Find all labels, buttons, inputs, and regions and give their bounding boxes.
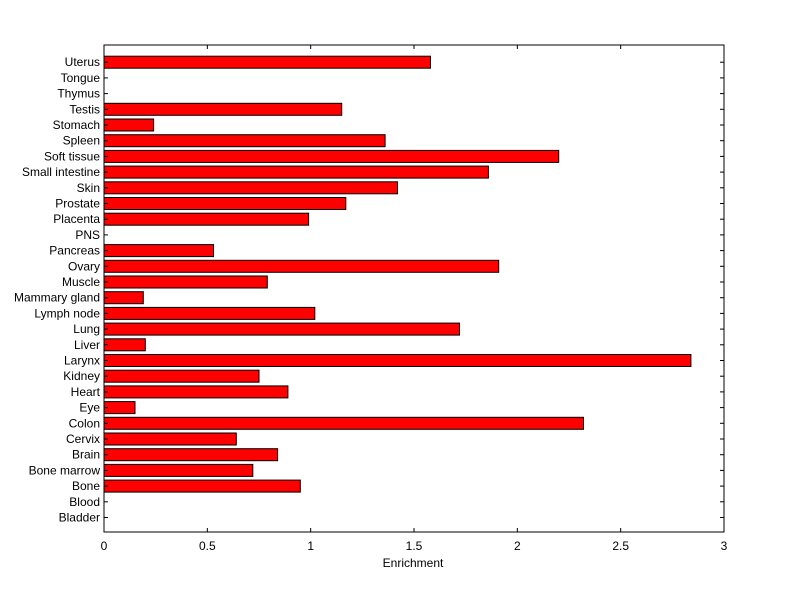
bar-uterus: [103, 55, 431, 69]
category-label-mammary-gland: Mammary gland: [14, 291, 100, 305]
category-label-testis: Testis: [69, 102, 100, 116]
bar-muscle: [103, 275, 268, 289]
category-label-heart: Heart: [71, 385, 101, 399]
bar-lymph-node: [103, 306, 316, 320]
x-tick-label-5: 2.5: [612, 539, 629, 553]
bar-colon: [103, 416, 584, 430]
plot-frame: [103, 44, 725, 533]
category-label-stomach: Stomach: [53, 118, 100, 132]
category-label-bladder: Bladder: [59, 511, 100, 525]
category-label-skin: Skin: [77, 181, 100, 195]
category-label-small-intestine: Small intestine: [22, 165, 100, 179]
bar-kidney: [103, 369, 260, 383]
bar-liver: [103, 338, 146, 352]
bar-prostate: [103, 197, 347, 210]
x-tick-label-4: 2: [514, 539, 521, 553]
category-label-uterus: Uterus: [65, 55, 100, 69]
category-label-liver: Liver: [74, 338, 100, 352]
category-label-eye: Eye: [79, 401, 100, 415]
category-label-larynx: Larynx: [64, 354, 100, 368]
bar-spleen: [103, 134, 386, 148]
bar-placenta: [103, 212, 310, 226]
bar-larynx: [103, 354, 692, 367]
category-label-bone-marrow: Bone marrow: [29, 463, 101, 477]
bar-pancreas: [103, 244, 214, 258]
bar-cervix: [103, 432, 237, 446]
category-label-cervix: Cervix: [66, 432, 100, 446]
bar-heart: [103, 385, 289, 399]
category-label-spleen: Spleen: [63, 134, 100, 148]
x-tick-label-6: 3: [721, 539, 728, 553]
category-label-kidney: Kidney: [63, 369, 100, 383]
bar-stomach: [103, 118, 155, 132]
category-label-blood: Blood: [69, 495, 100, 509]
bar-mammary-gland: [103, 291, 144, 305]
category-label-soft-tissue: Soft tissue: [44, 149, 100, 163]
bar-soft-tissue: [103, 149, 560, 163]
category-label-pns: PNS: [75, 228, 100, 242]
category-label-muscle: Muscle: [62, 275, 100, 289]
x-axis-label: Enrichment: [383, 556, 444, 570]
bar-bone: [103, 479, 301, 493]
category-label-pancreas: Pancreas: [49, 244, 100, 258]
bar-lung: [103, 322, 460, 336]
bars-group: [103, 55, 692, 493]
bar-brain: [103, 448, 279, 462]
category-label-placenta: Placenta: [53, 212, 100, 226]
x-tick-label-0: 0: [101, 539, 108, 553]
category-label-thymus: Thymus: [57, 87, 100, 101]
category-label-ovary: Ovary: [68, 259, 100, 273]
category-label-brain: Brain: [72, 448, 100, 462]
category-label-prostate: Prostate: [55, 197, 100, 211]
bar-skin: [103, 181, 398, 195]
bar-small-intestine: [103, 165, 489, 179]
x-tick-label-2: 1: [307, 539, 314, 553]
x-tick-label-1: 0.5: [199, 539, 216, 553]
bar-bone-marrow: [103, 463, 254, 477]
category-label-lung: Lung: [73, 322, 100, 336]
category-label-colon: Colon: [69, 416, 100, 430]
category-label-lymph-node: Lymph node: [34, 306, 100, 320]
x-tick-label-3: 1.5: [406, 539, 423, 553]
bar-ovary: [103, 259, 500, 273]
bar-eye: [103, 401, 136, 415]
category-label-bone: Bone: [72, 479, 100, 493]
bar-testis: [103, 102, 343, 116]
category-label-tongue: Tongue: [61, 71, 101, 85]
